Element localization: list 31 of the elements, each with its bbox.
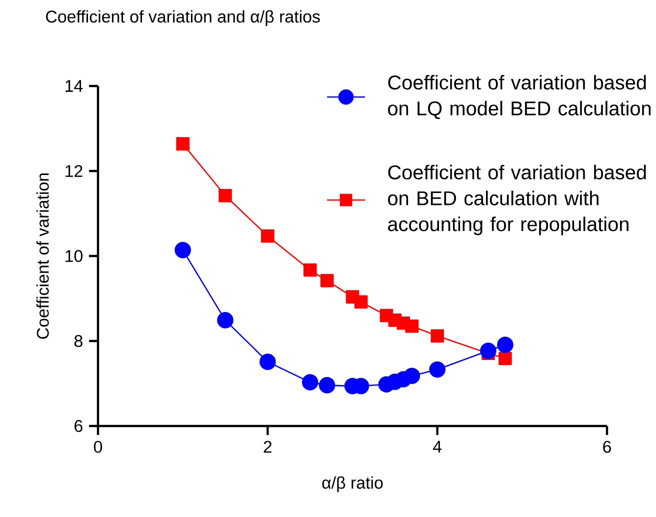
x-tick-label: 2 bbox=[264, 440, 272, 453]
y-tick-label: 6 bbox=[74, 420, 82, 432]
y-tick-label: 8 bbox=[74, 335, 82, 347]
point bbox=[405, 319, 419, 333]
y-tick-label: 12 bbox=[66, 165, 82, 177]
x-tick-label: 4 bbox=[433, 440, 442, 452]
point bbox=[261, 229, 274, 243]
y-tick-label: 10 bbox=[66, 250, 82, 262]
x-axis-title: α/β ratio bbox=[322, 476, 383, 492]
point bbox=[318, 377, 336, 394]
point bbox=[430, 329, 444, 343]
point bbox=[217, 312, 234, 328]
point bbox=[260, 354, 276, 370]
point bbox=[303, 263, 317, 277]
point bbox=[302, 374, 318, 390]
legend-label: Coefficient of variation based on LQ model BED calculation bbox=[388, 74, 651, 120]
chart-title: Coefficient of variation and α/β ratios bbox=[46, 10, 320, 26]
point bbox=[404, 368, 420, 384]
point bbox=[354, 295, 368, 309]
point bbox=[429, 361, 446, 378]
y-axis-title: Coefficient of variation bbox=[36, 174, 49, 339]
point bbox=[218, 189, 232, 202]
point bbox=[320, 274, 334, 288]
x-tick-label: 0 bbox=[94, 440, 102, 453]
point bbox=[497, 336, 514, 353]
x-tick-label: 6 bbox=[603, 440, 611, 453]
point bbox=[176, 137, 190, 150]
legend-label: Coefficient of variation based on BED calculation with accounting for repopulation bbox=[388, 164, 646, 236]
y-tick-label: 14 bbox=[66, 80, 83, 92]
point bbox=[174, 242, 191, 258]
point bbox=[498, 352, 512, 366]
